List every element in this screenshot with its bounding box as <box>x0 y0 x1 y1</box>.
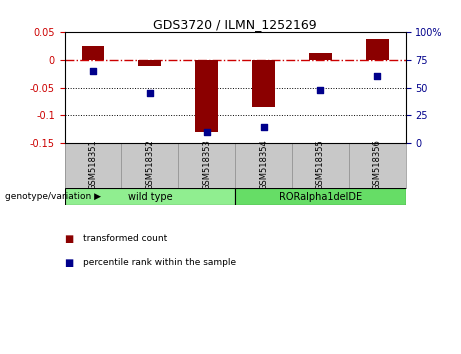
Text: GSM518355: GSM518355 <box>316 139 325 190</box>
Bar <box>252 60 275 107</box>
Text: GSM518351: GSM518351 <box>89 139 97 190</box>
Point <box>373 74 381 79</box>
Text: GSM518352: GSM518352 <box>145 139 154 190</box>
Text: ■: ■ <box>65 258 74 268</box>
Text: ■: ■ <box>65 234 74 244</box>
Bar <box>366 39 389 60</box>
Title: GDS3720 / ILMN_1252169: GDS3720 / ILMN_1252169 <box>154 18 317 31</box>
Text: GSM518353: GSM518353 <box>202 139 211 190</box>
Bar <box>195 60 218 132</box>
Text: percentile rank within the sample: percentile rank within the sample <box>83 258 236 267</box>
Text: GSM518354: GSM518354 <box>259 139 268 190</box>
Bar <box>65 188 235 205</box>
Point <box>146 90 154 96</box>
Text: GSM518356: GSM518356 <box>373 139 382 190</box>
Bar <box>235 188 406 205</box>
Text: wild type: wild type <box>128 192 172 201</box>
Point <box>317 87 324 93</box>
Text: genotype/variation ▶: genotype/variation ▶ <box>5 192 100 201</box>
Bar <box>309 53 332 60</box>
Text: transformed count: transformed count <box>83 234 167 242</box>
Point <box>203 129 210 135</box>
Bar <box>138 60 161 67</box>
Point <box>260 124 267 129</box>
Bar <box>82 46 104 60</box>
Text: RORalpha1delDE: RORalpha1delDE <box>279 192 362 201</box>
Point <box>89 68 97 74</box>
